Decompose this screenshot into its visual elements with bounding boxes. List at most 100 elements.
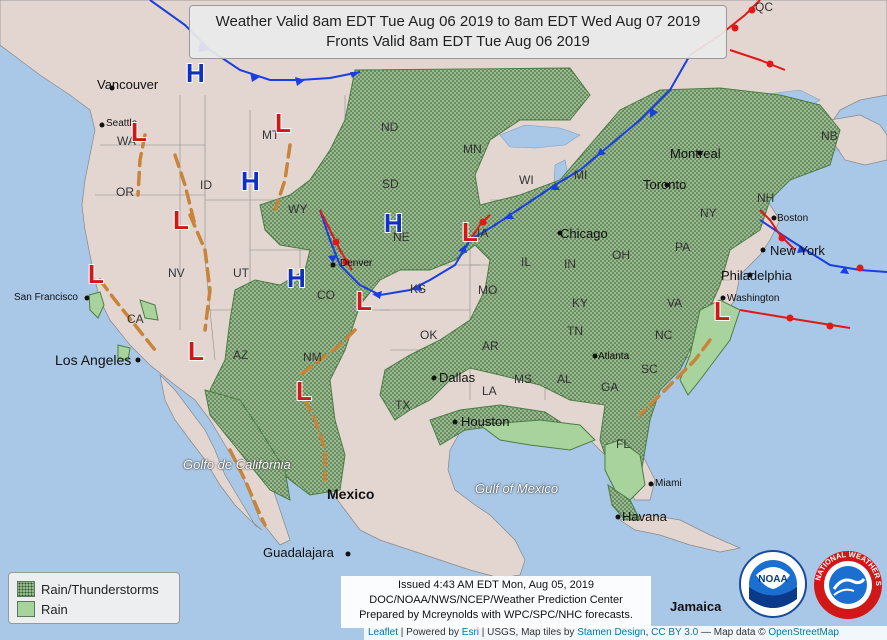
stamen-link[interactable]: Stamen Design — [577, 627, 646, 638]
issuing-agency: DOC/NOAA/NWS/NCEP/Weather Prediction Cen… — [369, 594, 623, 606]
legend-item-rain: Rain — [17, 599, 171, 619]
city-label-washington: Washington — [727, 293, 780, 304]
state-label-qc: QC — [755, 0, 773, 14]
low-pressure-symbol: L — [714, 296, 730, 326]
city-label-mexico: Mexico — [327, 486, 375, 502]
city-markers — [84, 85, 777, 557]
legend-label: Rain — [41, 601, 68, 617]
state-label-wa: WA — [117, 134, 136, 148]
map-attribution: Leaflet | Powered by Esri | USGS, Map ti… — [364, 626, 887, 640]
state-label-nb: NB — [821, 129, 838, 143]
state-label-az: AZ — [233, 348, 249, 362]
state-label-mi: MI — [574, 168, 588, 182]
state-label-il: IL — [521, 255, 532, 269]
state-label-or: OR — [116, 185, 134, 199]
city-label-denver: Denver — [340, 258, 373, 269]
issued-time: Issued 4:43 AM EDT Mon, Aug 05, 2019 — [397, 579, 595, 591]
osm-link[interactable]: OpenStreetMap — [768, 627, 839, 638]
city-label-toronto: Toronto — [643, 177, 687, 192]
high-pressure-symbol: H — [384, 208, 403, 238]
state-label-nd: ND — [381, 120, 399, 134]
state-label-wy: WY — [288, 202, 308, 216]
city-label-chicago: Chicago — [560, 226, 608, 241]
low-pressure-symbol: L — [173, 205, 189, 235]
state-label-ar: AR — [482, 339, 499, 353]
attribution-text: — Map data © — [698, 627, 769, 638]
high-pressure-symbol: H — [287, 263, 306, 293]
state-label-mn: MN — [463, 142, 482, 156]
city-label-seattle: Seattle — [106, 118, 138, 129]
low-pressure-symbol: L — [88, 259, 104, 289]
state-label-ne: NE — [393, 230, 410, 244]
state-label-pa: PA — [675, 240, 691, 254]
fronts-valid-line: Fronts Valid 8am EDT Tue Aug 06 2019 — [326, 33, 590, 50]
rain-areas — [88, 291, 741, 501]
valid-time-line: Weather Valid 8am EDT Tue Aug 06 2019 to… — [215, 13, 701, 30]
city-label-miami: Miami — [655, 478, 682, 489]
noaa-logo-text: NOAA — [758, 574, 787, 585]
warm-front-bumps — [332, 6, 864, 330]
city-label-jamaica: Jamaica — [670, 599, 722, 614]
storm-swatch-icon — [17, 581, 35, 597]
state-label-wi: WI — [519, 173, 534, 187]
low-pressure-symbol: L — [462, 217, 478, 247]
cc-license-link[interactable]: CC BY 3.0 — [651, 627, 699, 638]
land-baja — [159, 373, 263, 531]
low-pressure-symbol: L — [188, 336, 204, 366]
state-label-ks: KS — [410, 282, 427, 296]
state-label-oh: OH — [612, 248, 630, 262]
state-label-ut: UT — [233, 266, 249, 280]
nws-logo-icon[interactable]: NATIONAL WEATHER SERVICE — [812, 549, 884, 621]
map-legend: Rain/Thunderstorms Rain — [8, 572, 180, 624]
city-label-dallas: Dallas — [439, 370, 476, 385]
city-label-los-angeles: Los Angeles — [55, 352, 132, 368]
city-label-vancouver: Vancouver — [97, 77, 159, 92]
state-label-ky: KY — [572, 296, 589, 310]
state-label-la: LA — [482, 384, 497, 398]
esri-link[interactable]: Esri — [461, 627, 480, 638]
state-label-ca: CA — [127, 312, 144, 326]
city-label-houston: Houston — [461, 414, 510, 429]
issued-info-box: Issued 4:43 AM EDT Mon, Aug 05, 2019 DOC… — [341, 576, 651, 628]
state-label-sc: SC — [641, 362, 658, 376]
city-label-montreal: Montreal — [670, 146, 721, 161]
leaflet-link[interactable]: Leaflet — [368, 627, 399, 638]
state-label-nv: NV — [168, 266, 185, 280]
city-label-havana: Havana — [622, 509, 667, 524]
state-label-al: AL — [557, 372, 572, 386]
sea-label-gulf-of-mexico: Gulf of Mexico — [475, 481, 559, 496]
land-cuba — [619, 514, 742, 553]
state-label-id: ID — [200, 178, 212, 192]
state-label-va: VA — [667, 296, 683, 310]
attribution-text: | USGS, Map tiles by — [479, 627, 578, 638]
legend-item-rain-thunderstorms: Rain/Thunderstorms — [17, 579, 171, 599]
state-label-mt: MT — [262, 128, 280, 142]
legend-label: Rain/Thunderstorms — [41, 581, 159, 597]
noaa-logo-icon[interactable]: NOAA — [738, 549, 808, 619]
land-maritimes — [829, 114, 887, 166]
state-label-ia: IA — [477, 226, 489, 240]
high-pressure-symbol: H — [241, 166, 260, 196]
state-label-ga: GA — [601, 380, 619, 394]
state-label-tx: TX — [395, 398, 411, 412]
lake-superior — [499, 124, 581, 149]
map-title-box: Weather Valid 8am EDT Tue Aug 06 2019 to… — [189, 5, 727, 59]
state-label-ok: OK — [420, 328, 438, 342]
state-label-ms: MS — [514, 372, 532, 386]
state-label-fl: FL — [616, 437, 631, 451]
city-label-boston: Boston — [777, 213, 809, 224]
attribution-text: , — [645, 627, 652, 638]
troughs — [98, 133, 712, 527]
low-pressure-symbol: L — [131, 117, 147, 147]
city-label-new-york: New York — [770, 243, 825, 258]
city-label-philadelphia: Philadelphia — [721, 268, 792, 283]
attribution-text: | Powered by — [398, 627, 462, 638]
state-label-nh: NH — [757, 191, 775, 205]
low-pressure-symbol: L — [275, 108, 291, 138]
state-label-nm: NM — [303, 350, 322, 364]
high-pressure-symbol: H — [186, 58, 205, 88]
rain-swatch-icon — [17, 601, 35, 617]
state-label-ny: NY — [700, 206, 717, 220]
